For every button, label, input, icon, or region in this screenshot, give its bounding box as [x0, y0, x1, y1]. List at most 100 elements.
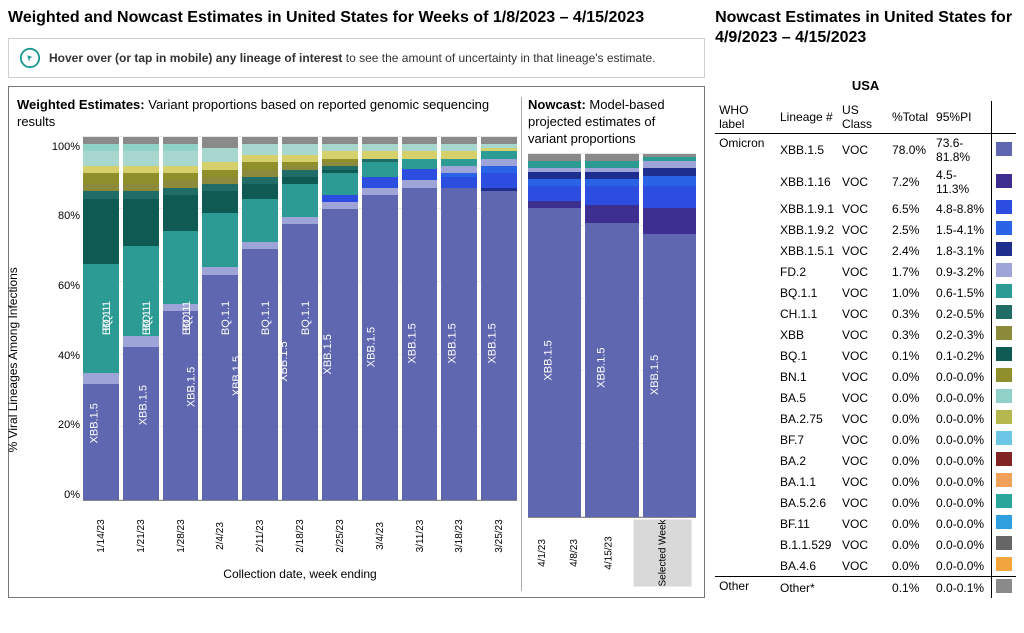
bar-segment[interactable]: [441, 151, 477, 158]
stacked-bar[interactable]: XBB.1.5: [362, 137, 398, 500]
bar-segment[interactable]: [528, 161, 581, 168]
bar-segment[interactable]: [362, 137, 398, 144]
bar-segment[interactable]: [481, 148, 517, 152]
bar-segment[interactable]: [123, 191, 159, 198]
bar-segment[interactable]: [481, 144, 517, 148]
bar-segment[interactable]: [643, 186, 696, 208]
bar-segment[interactable]: [202, 148, 238, 163]
bar-segment[interactable]: [242, 137, 278, 144]
bar-segment[interactable]: [402, 151, 438, 158]
weighted-bars[interactable]: XBB.1.5BQ.1.1BQ.1XBB.1.5BQ.1.1BQ.1XBB.1.…: [83, 137, 517, 501]
bar-segment[interactable]: [242, 162, 278, 169]
bar-segment[interactable]: [481, 188, 517, 192]
bar-segment[interactable]: [202, 267, 238, 274]
bar-segment[interactable]: [202, 191, 238, 213]
nowcast-bars[interactable]: XBB.1.5XBB.1.5XBB.1.5: [528, 154, 696, 518]
bar-segment[interactable]: [362, 159, 398, 163]
bar-segment[interactable]: [83, 199, 119, 264]
bar-segment[interactable]: [123, 137, 159, 144]
bar-segment[interactable]: [528, 172, 581, 179]
bar-segment[interactable]: [528, 201, 581, 208]
stacked-bar[interactable]: XBB.1.5: [585, 154, 638, 517]
bar-segment[interactable]: [83, 144, 119, 151]
bar-segment[interactable]: [402, 169, 438, 180]
bar-segment[interactable]: [643, 208, 696, 233]
bar-segment[interactable]: [643, 154, 696, 158]
bar-segment[interactable]: [362, 177, 398, 188]
bar-segment[interactable]: [242, 170, 278, 177]
bar-segment[interactable]: [585, 205, 638, 223]
bar-segment[interactable]: [282, 137, 318, 144]
bar-segment[interactable]: [242, 199, 278, 243]
bar-segment[interactable]: [282, 144, 318, 155]
bar-segment[interactable]: [362, 151, 398, 158]
stacked-bar[interactable]: XBB.1.5BQ.1.1: [242, 137, 278, 500]
bar-segment[interactable]: [83, 137, 119, 144]
bar-segment[interactable]: [643, 161, 696, 168]
bar-segment[interactable]: [282, 170, 318, 177]
stacked-bar[interactable]: XBB.1.5BQ.1.1BQ.1: [123, 137, 159, 500]
bar-segment[interactable]: [481, 173, 517, 188]
bar-segment[interactable]: [242, 242, 278, 249]
bar-segment[interactable]: [242, 155, 278, 162]
bar-segment[interactable]: [481, 137, 517, 144]
stacked-bar[interactable]: XBB.1.5BQ.1.1: [202, 137, 238, 500]
bar-segment[interactable]: [242, 184, 278, 199]
bar-segment[interactable]: [402, 180, 438, 187]
stacked-bar[interactable]: XBB.1.5BQ.1.1BQ.1: [163, 137, 199, 500]
bar-segment[interactable]: [282, 177, 318, 184]
bar-segment[interactable]: [83, 191, 119, 198]
bar-segment[interactable]: [242, 144, 278, 155]
bar-segment[interactable]: [402, 159, 438, 170]
stacked-bar[interactable]: XBB.1.5: [402, 137, 438, 500]
bar-segment[interactable]: [322, 151, 358, 158]
bar-segment[interactable]: [123, 184, 159, 191]
bar-segment[interactable]: [322, 195, 358, 202]
bar-segment[interactable]: [282, 166, 318, 170]
bar-segment[interactable]: [322, 144, 358, 151]
bar-segment[interactable]: [123, 199, 159, 246]
bar-segment[interactable]: [528, 186, 581, 201]
bar-segment[interactable]: [362, 188, 398, 195]
bar-segment[interactable]: [441, 177, 477, 188]
bar-segment[interactable]: [643, 157, 696, 161]
bar-segment[interactable]: [202, 170, 238, 177]
bar-segment[interactable]: [163, 188, 199, 195]
bar-segment[interactable]: [123, 166, 159, 173]
stacked-bar[interactable]: XBB.1.5: [441, 137, 477, 500]
bar-segment[interactable]: [163, 231, 199, 304]
bar-segment[interactable]: [202, 184, 238, 191]
bar-segment[interactable]: [322, 159, 358, 163]
bar-segment[interactable]: [362, 144, 398, 151]
bar-segment[interactable]: [643, 168, 696, 175]
bar-segment[interactable]: [202, 162, 238, 169]
bar-segment[interactable]: [163, 144, 199, 151]
bar-segment[interactable]: [322, 137, 358, 144]
bar-segment[interactable]: [585, 154, 638, 161]
bar-segment[interactable]: [123, 151, 159, 166]
bar-segment[interactable]: [528, 168, 581, 172]
bar-segment[interactable]: [441, 173, 477, 177]
bar-segment[interactable]: [585, 161, 638, 168]
bar-segment[interactable]: [83, 173, 119, 184]
bar-segment[interactable]: [402, 144, 438, 151]
bar-segment[interactable]: [322, 202, 358, 209]
bar-segment[interactable]: [528, 154, 581, 161]
bar-segment[interactable]: [163, 166, 199, 173]
bar-segment[interactable]: [163, 195, 199, 231]
bar-segment[interactable]: [83, 184, 119, 191]
bar-segment[interactable]: [202, 177, 238, 184]
bar-segment[interactable]: [282, 155, 318, 162]
bar-segment[interactable]: [83, 373, 119, 384]
bar-segment[interactable]: [163, 151, 199, 166]
bar-segment[interactable]: [528, 179, 581, 186]
bar-segment[interactable]: [441, 166, 477, 173]
bar-segment[interactable]: [163, 137, 199, 144]
bar-segment[interactable]: [242, 177, 278, 184]
stacked-bar[interactable]: XBB.1.5: [481, 137, 517, 500]
bar-segment[interactable]: [643, 176, 696, 187]
bar-segment[interactable]: [481, 151, 517, 158]
bar-segment[interactable]: [481, 159, 517, 166]
stacked-bar[interactable]: XBB.1.5: [322, 137, 358, 500]
bar-segment[interactable]: [585, 172, 638, 179]
